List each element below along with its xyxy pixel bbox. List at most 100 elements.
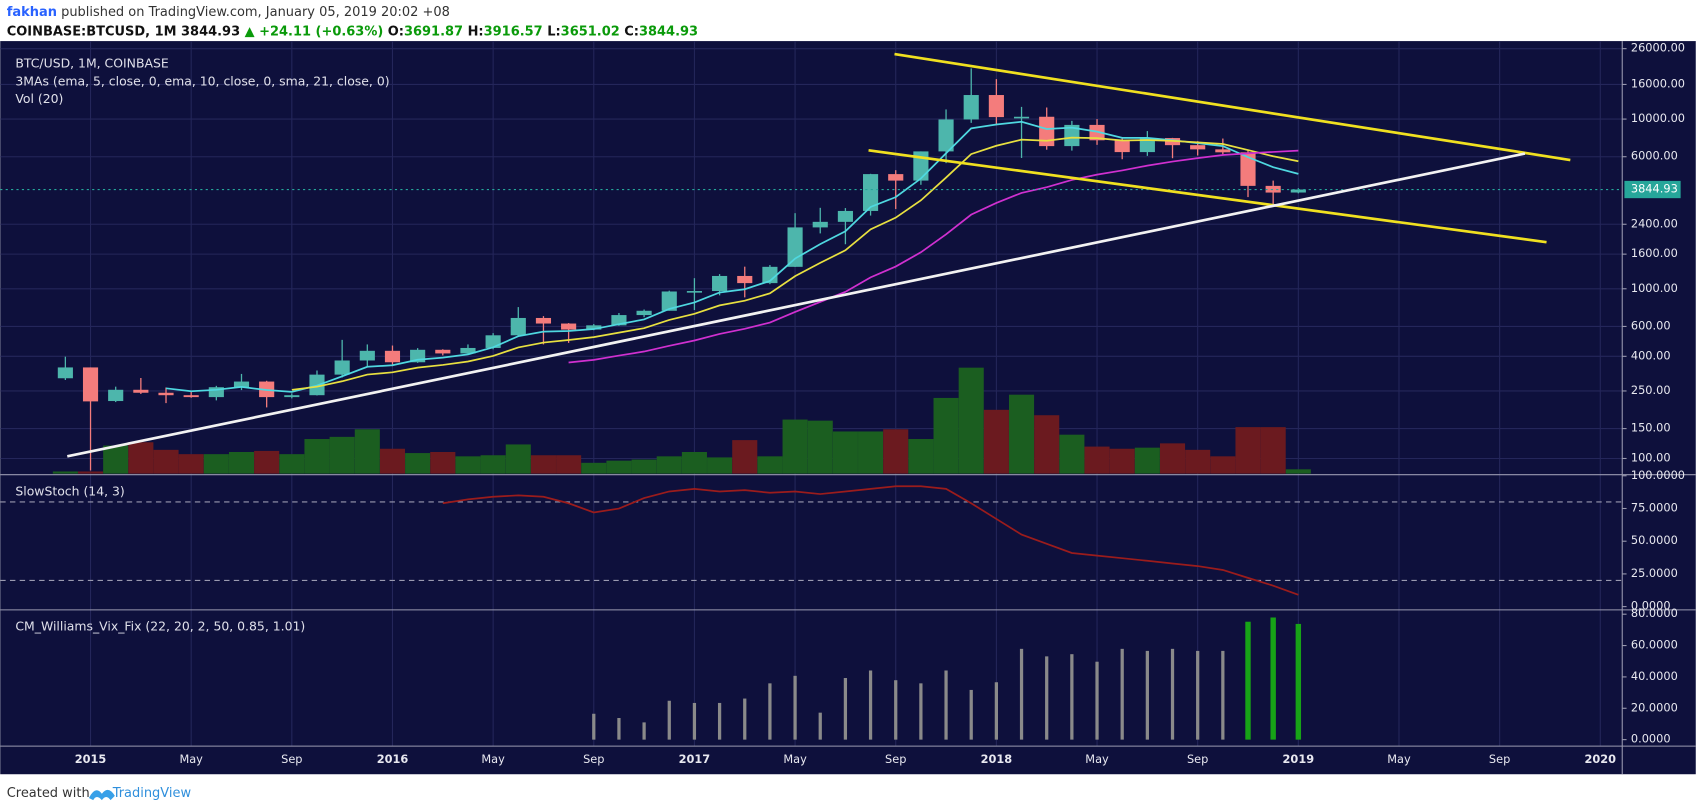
candle-body <box>435 349 451 354</box>
x-tick-label: 2020 <box>1584 752 1616 766</box>
x-tick-label: May <box>1387 752 1411 766</box>
candle-body <box>787 227 803 267</box>
candle-body <box>384 350 401 363</box>
tradingview-logo <box>88 789 115 801</box>
stoch-line <box>442 485 1299 596</box>
y-tick-label: 1000.00 <box>1631 281 1678 295</box>
published-line: fakhan published on TradingView.com, Jan… <box>7 4 450 19</box>
y-tick-label: 2400.00 <box>1631 216 1678 230</box>
ohlc-value: 3691.87 <box>404 24 463 39</box>
candle-body <box>712 275 728 292</box>
volume-bar <box>379 448 406 474</box>
vix-bar <box>1070 654 1074 740</box>
volume-bar <box>430 451 456 474</box>
plot <box>0 68 1623 740</box>
candle-body <box>938 119 954 152</box>
candle-body <box>737 275 753 284</box>
volume-bar <box>153 449 179 474</box>
vix-bar <box>894 680 898 740</box>
vix-bar <box>642 722 646 740</box>
x-tick-label: Sep <box>583 752 604 766</box>
pane-title: BTC/USD, 1M, COINBASE <box>15 55 169 70</box>
vix-bar <box>1019 648 1024 740</box>
candle-body <box>1013 116 1030 119</box>
candle-body <box>535 317 552 324</box>
candle-body <box>1215 149 1231 153</box>
volume-bar <box>254 450 280 474</box>
change-arrow: ▲ <box>245 24 255 39</box>
price-tag <box>1624 180 1681 199</box>
candle-body <box>862 174 879 211</box>
ohlc-label: L: <box>547 24 560 39</box>
indicator-legend: 3MAs (ema, 5, close, 0, ema, 10, close, … <box>15 74 389 89</box>
moving-average <box>165 120 1299 393</box>
y-tick-label: 26000.00 <box>1631 41 1685 55</box>
volume-bar <box>581 462 607 474</box>
footer-brand[interactable]: TradingView <box>112 786 192 801</box>
y-tick-label: 6000.00 <box>1631 149 1678 163</box>
vix-bar <box>919 683 923 740</box>
volume-bar <box>757 456 783 474</box>
candle-body <box>636 310 652 316</box>
volume-bar <box>329 436 355 474</box>
candle-body <box>183 395 199 398</box>
y-tick-label: 600.00 <box>1631 318 1671 332</box>
y-tick-label: 100.0000 <box>1631 468 1685 482</box>
vix-bar <box>617 717 621 740</box>
volume-bar <box>354 429 380 474</box>
candle-body <box>1139 138 1155 153</box>
vix-bar <box>743 698 747 740</box>
vix-bar <box>667 700 671 740</box>
volume-bar <box>732 440 758 474</box>
ohlc-label: O: <box>388 24 404 39</box>
vix-bar <box>793 675 797 740</box>
candle-body <box>359 350 375 361</box>
symbol-line: COINBASE:BTCUSD, 1M 3844.93 ▲ +24.11 (+0… <box>7 24 698 39</box>
volume-bar <box>556 455 582 474</box>
volume-bar <box>178 454 204 474</box>
candle-body <box>888 174 904 181</box>
candle-body <box>611 315 627 326</box>
candle-body <box>1114 140 1130 153</box>
y-tick-label: 60.0000 <box>1631 638 1678 652</box>
x-tick-label: Sep <box>1187 752 1208 766</box>
moving-average <box>291 136 1299 391</box>
candle-body <box>284 395 300 398</box>
volume-bar <box>480 455 506 474</box>
moving-average <box>568 149 1299 364</box>
candle-body <box>334 360 350 375</box>
author[interactable]: fakhan <box>7 4 57 19</box>
y-tick-label: 25.0000 <box>1631 566 1678 580</box>
x-tick-label: Sep <box>1489 752 1510 766</box>
volume-bar <box>1159 443 1186 474</box>
candle-body <box>812 221 828 228</box>
volume-bar <box>279 454 305 474</box>
candle-body <box>57 367 73 379</box>
volume-bar <box>908 439 934 474</box>
last-price: 3844.93 <box>181 24 240 39</box>
pane-frames <box>0 41 1696 775</box>
volume-bar <box>1210 456 1236 474</box>
vix-bar <box>1270 617 1276 740</box>
y-tick-label: 400.00 <box>1631 348 1671 362</box>
volume-bar <box>807 420 833 474</box>
candle-body <box>460 347 476 354</box>
y-tick-label: 80.0000 <box>1631 606 1678 620</box>
x-tick-label: May <box>179 752 203 766</box>
volume-bar <box>782 419 808 474</box>
y-tick-label: 75.0000 <box>1631 500 1678 514</box>
change: +24.11 (+0.63%) <box>259 24 383 39</box>
x-tick-label: May <box>481 752 505 766</box>
volume-bar <box>530 455 556 474</box>
chart-background <box>0 41 1696 775</box>
volume-bar <box>1285 469 1311 474</box>
volume-bar <box>304 439 330 474</box>
vix-bar <box>1045 656 1049 740</box>
candle-body <box>133 389 149 393</box>
volume-bar <box>958 367 984 474</box>
volume-bar <box>656 456 682 474</box>
vix-bar <box>1170 648 1175 740</box>
vix-bar <box>1245 621 1251 740</box>
candle-body <box>485 335 501 348</box>
candle-body <box>510 317 526 336</box>
